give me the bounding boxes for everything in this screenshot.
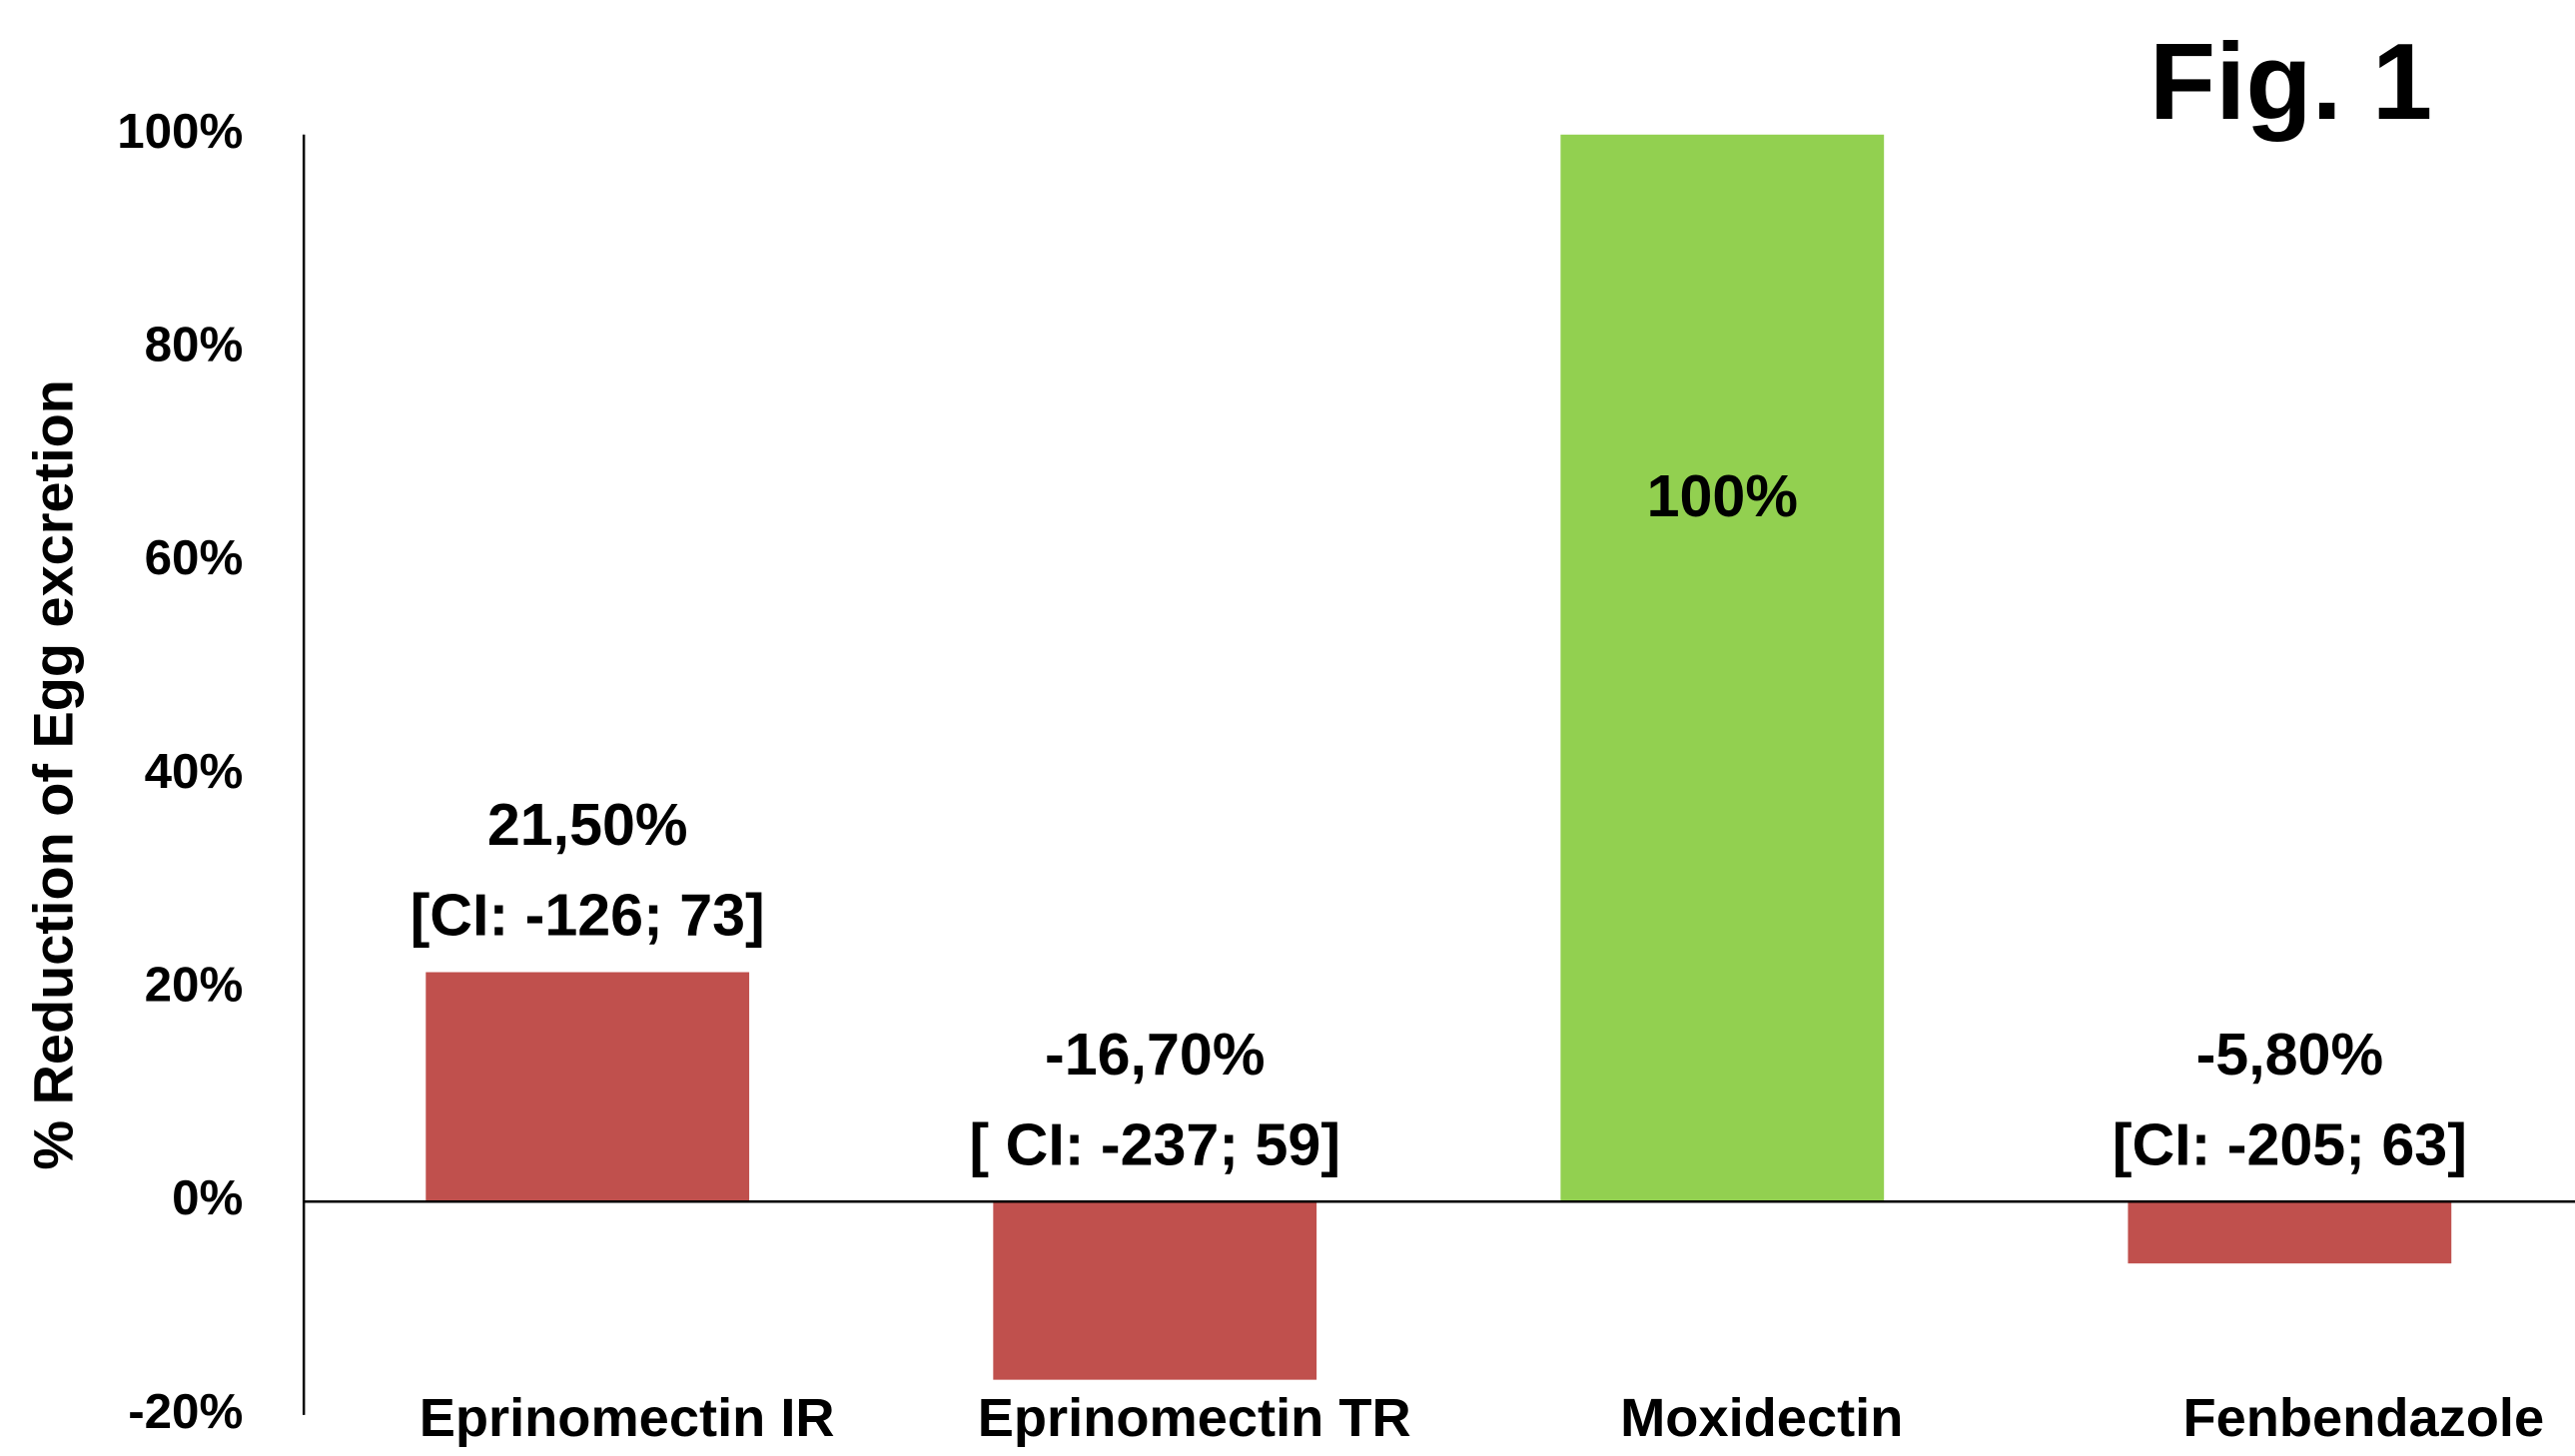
y-tick-label: 20% xyxy=(145,958,244,1013)
value-label: -16,70% xyxy=(1045,1021,1265,1088)
bar xyxy=(2128,1201,2452,1264)
y-tick-label: 40% xyxy=(145,744,244,799)
chart-title: Fig. 1 xyxy=(2149,21,2432,142)
ci-label: [CI: -126; 73] xyxy=(411,882,765,949)
value-label: -5,80% xyxy=(2196,1021,2384,1088)
bar xyxy=(1560,134,1885,1202)
x-tick-label: Eprinomectin IR xyxy=(420,1388,835,1448)
y-tick-label: 80% xyxy=(145,318,244,372)
y-tick-label: 60% xyxy=(145,530,244,585)
value-label: 21,50% xyxy=(487,791,688,858)
y-axis-label: % Reduction of Egg excretion xyxy=(21,379,84,1170)
y-tick-label: 100% xyxy=(117,104,243,159)
bar xyxy=(993,1201,1317,1380)
x-tick-label: Fenbendazole xyxy=(2182,1388,2544,1448)
x-tick-label: Moxidectin xyxy=(1620,1388,1903,1448)
ci-label: [CI: -205; 63] xyxy=(2113,1110,2467,1177)
y-tick-label: -20% xyxy=(128,1384,243,1439)
x-tick-label: Eprinomectin TR xyxy=(978,1388,1411,1448)
y-tick-label: 0% xyxy=(172,1170,243,1225)
value-label: 100% xyxy=(1647,462,1798,529)
ci-label: [ CI: -237; 59] xyxy=(969,1110,1340,1177)
bar xyxy=(426,972,750,1202)
